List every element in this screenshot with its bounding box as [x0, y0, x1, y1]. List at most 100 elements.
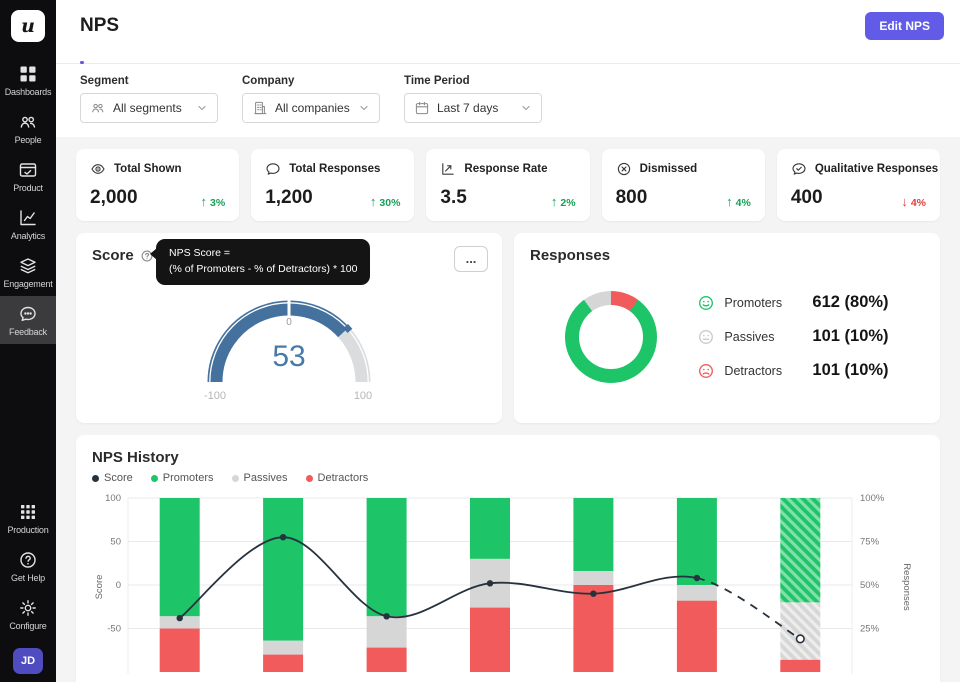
responses-donut-chart [565, 291, 657, 383]
sidebar-bottom-nav: Production Get Help Configure [0, 494, 56, 638]
score-point [590, 591, 596, 597]
bar-passives-segment [263, 641, 303, 655]
trend-percent: 2% [560, 197, 575, 209]
company-icon [252, 100, 268, 116]
filter-group: Segment All segments [80, 75, 218, 123]
sidebar-item-label: People [15, 135, 42, 145]
qualitative-icon [791, 161, 807, 177]
history-legend: Score Promoters Passives Detractors [92, 472, 924, 484]
history-legend-label: Detractors [318, 472, 369, 484]
sidebar-item-label: Feedback [9, 327, 47, 337]
bar-detractors-segment [367, 648, 407, 672]
bar-passives-segment [780, 602, 820, 659]
history-legend-item: Detractors [306, 472, 369, 484]
stat-trend: ↑ 30% [370, 194, 401, 209]
stat-value: 800 [616, 187, 648, 209]
history-legend-label: Passives [244, 472, 288, 484]
legend-label: Detractors [724, 364, 802, 378]
filter-label: Company [242, 75, 380, 87]
stat-header: Total Shown [90, 161, 225, 177]
tooltip-line2: (% of Promoters - % of Detractors) * 100 [169, 262, 357, 278]
bar-promoters-segment [367, 498, 407, 616]
y-left-tick-label: 50 [110, 537, 121, 548]
page-title: NPS [80, 15, 119, 37]
nps-history-chart: 100100%5075%050%-5025%ScoreResponses [92, 488, 920, 678]
sidebar-item[interactable]: Product [0, 152, 56, 200]
chevron-down-icon [196, 102, 208, 114]
dismissed-icon [616, 161, 632, 177]
filter-value: Last 7 days [437, 101, 498, 115]
filter-select[interactable]: Last 7 days [404, 93, 542, 123]
legend-dot [232, 475, 239, 482]
bar-promoters-segment [573, 498, 613, 571]
history-legend-item: Score [92, 472, 133, 484]
y-left-tick-label: -50 [107, 624, 121, 635]
stat-trend: ↑ 2% [551, 194, 576, 209]
filter-label: Time Period [404, 75, 542, 87]
stat-label: Total Responses [289, 163, 380, 175]
sidebar-item[interactable]: Engagement [0, 248, 56, 296]
sidebar-item[interactable]: Get Help [0, 542, 56, 590]
stat-header: Total Responses [265, 161, 400, 177]
sidebar: u Dashboards People Product Analytics En… [0, 0, 56, 682]
bar-promoters-segment [470, 498, 510, 559]
stat-card: Dismissed 800 ↑ 4% [602, 149, 765, 221]
sidebar-item[interactable]: People [0, 104, 56, 152]
sidebar-item[interactable]: Feedback [0, 296, 56, 344]
tab[interactable] [122, 44, 126, 63]
sidebar-item-label: Dashboards [5, 87, 52, 97]
donut-hole [579, 305, 643, 369]
bar-detractors-segment [677, 601, 717, 672]
stat-body: 800 ↑ 4% [616, 187, 751, 209]
legend-label: Promoters [724, 296, 802, 310]
stat-trend: ↑ 3% [201, 194, 226, 209]
bar-passives-segment [677, 585, 717, 601]
stat-header: Dismissed [616, 161, 751, 177]
trend-arrow-icon: ↑ [551, 194, 558, 209]
filter-select[interactable]: All companies [242, 93, 380, 123]
history-legend-item: Passives [232, 472, 288, 484]
people-icon [18, 112, 38, 132]
stat-value: 3.5 [440, 187, 466, 209]
feedback-icon [18, 304, 38, 324]
production-icon [18, 502, 38, 522]
stat-label: Qualitative Responses [815, 163, 938, 175]
analytics-icon [18, 208, 38, 228]
more-options-button[interactable]: ... [454, 246, 488, 272]
user-avatar[interactable]: JD [13, 648, 43, 674]
people-group-icon [90, 100, 106, 116]
app-root: u Dashboards People Product Analytics En… [0, 0, 960, 682]
face-happy-icon [697, 294, 715, 312]
stat-card: Qualitative Responses 400 ↓ 4% [777, 149, 940, 221]
gauge-wrap: 053-100100 [92, 270, 486, 404]
sidebar-item-label: Production [7, 525, 48, 535]
filter-group: Time Period Last 7 days [404, 75, 542, 123]
bar-passives-segment [367, 616, 407, 647]
gauge-track-arc [344, 332, 363, 382]
sidebar-item[interactable]: Analytics [0, 200, 56, 248]
gauge-min-label: -100 [204, 390, 226, 402]
filter-select[interactable]: All segments [80, 93, 218, 123]
y-right-tick-label: 50% [860, 580, 880, 591]
sidebar-item[interactable]: Configure [0, 590, 56, 638]
legend-row: Passives 101 (10%) [697, 327, 888, 346]
bar-promoters-segment [263, 498, 303, 641]
nps-score-gauge: 053-100100 [159, 270, 419, 404]
score-point [383, 613, 389, 619]
chevron-down-icon [520, 102, 532, 114]
legend-row: Detractors 101 (10%) [697, 361, 888, 380]
tab[interactable] [164, 44, 168, 63]
sidebar-item[interactable]: Dashboards [0, 56, 56, 104]
gauge-zero-label: 0 [286, 317, 292, 328]
face-neutral-icon [697, 328, 715, 346]
app-logo[interactable]: u [11, 10, 45, 42]
history-legend-label: Score [104, 472, 133, 484]
main-area: NPS Edit NPS Segment All segments Compan… [56, 0, 960, 682]
sidebar-item[interactable]: Production [0, 494, 56, 542]
trend-percent: 4% [911, 197, 926, 209]
nps-score-tooltip: NPS Score = (% of Promoters - % of Detra… [156, 239, 370, 285]
tab[interactable] [80, 44, 84, 63]
dashboards-icon [18, 64, 38, 84]
edit-nps-button[interactable]: Edit NPS [865, 12, 944, 40]
y-left-tick-label: 0 [116, 580, 121, 591]
